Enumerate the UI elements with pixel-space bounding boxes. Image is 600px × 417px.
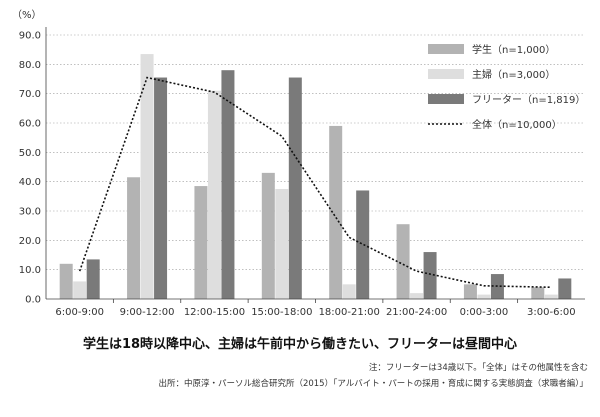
y-tick-label: 90.0 (19, 31, 41, 42)
note-footnote: 注：フリーターは34歳以下。「全体」はその他属性を含む (368, 363, 588, 373)
bar-0-7 (531, 287, 545, 299)
x-tick-label: 9:00-12:00 (120, 307, 175, 318)
bar-1-7 (544, 294, 558, 299)
y-tick-label: 20.0 (19, 236, 41, 247)
legend: 学生（n=1,000） 主婦（n=3,000） フリーター（n=1,819） 全体（n… (428, 43, 585, 131)
bar-1-3 (275, 189, 289, 299)
bar-chart: （%） 0.0 10.0 20.0 30.0 40.0 50.0 60.0 70.0 80.0 9… (12, 9, 585, 318)
overall-line (78, 76, 552, 289)
grid (46, 34, 585, 270)
bar-1-0 (73, 281, 87, 299)
legend-label: フリーター（n=1,819） (472, 94, 585, 106)
x-tick-label: 0:00-3:00 (460, 307, 509, 318)
y-tick-label: 70.0 (19, 89, 41, 100)
y-tick-label: 60.0 (19, 119, 41, 130)
x-tick-label: 3:00-6:00 (527, 307, 576, 318)
bar-2-7 (558, 278, 572, 299)
legend-label: 学生（n=1,000） (472, 43, 555, 56)
legend-label: 主婦（n=3,000） (472, 69, 555, 81)
x-tick-label: 6:00-9:00 (55, 307, 104, 318)
bar-2-1 (154, 77, 168, 300)
bar-2-2 (221, 70, 235, 299)
axes: 0.0 10.0 20.0 30.0 40.0 50.0 60.0 70.0 80.0 90.0 6… (19, 27, 585, 318)
x-tick-label: 21:00-24:00 (386, 307, 447, 318)
y-tick-label: 0.0 (25, 295, 41, 306)
bar-0-4 (329, 125, 343, 299)
legend-swatch-2 (428, 94, 464, 104)
x-tick-label: 12:00-15:00 (184, 307, 245, 318)
bar-0-1 (127, 177, 141, 299)
bar-1-1 (140, 54, 154, 299)
x-tick-label: 15:00-18:00 (251, 307, 312, 318)
legend-label: 全体（n=10,000） (472, 118, 562, 131)
bars (59, 54, 572, 300)
bar-1-6 (477, 294, 491, 299)
note-source: 出所：中原淳・パーソル総合研究所（2015）「アルバイト・パートの採用・育成に関… (158, 379, 588, 389)
y-tick-label: 80.0 (19, 60, 41, 71)
y-tick-label: 50.0 (19, 148, 41, 159)
bar-0-2 (194, 186, 208, 299)
y-tick-label: 10.0 (19, 265, 41, 276)
bar-1-2 (207, 90, 221, 299)
y-unit-label: （%） (12, 9, 42, 21)
bar-1-4 (342, 284, 356, 299)
bar-2-4 (356, 190, 370, 299)
y-tick-label: 30.0 (19, 207, 41, 218)
legend-swatch-0 (428, 44, 464, 54)
legend-swatch-1 (428, 69, 464, 79)
line-overall (78, 76, 552, 289)
y-tick-label: 40.0 (19, 177, 41, 188)
bar-2-3 (288, 77, 302, 300)
x-tick-label: 18:00-21:00 (319, 307, 380, 318)
bar-0-5 (396, 224, 410, 299)
bar-0-0 (59, 263, 73, 299)
bar-0-3 (261, 172, 275, 299)
bar-2-5 (423, 252, 437, 299)
bar-1-5 (410, 293, 424, 299)
chart-caption: 学生は18時以降中心、主婦は午前中から働きたい、フリーターは昼間中心 (82, 337, 518, 352)
bar-2-0 (86, 259, 100, 299)
bar-0-6 (463, 284, 477, 299)
